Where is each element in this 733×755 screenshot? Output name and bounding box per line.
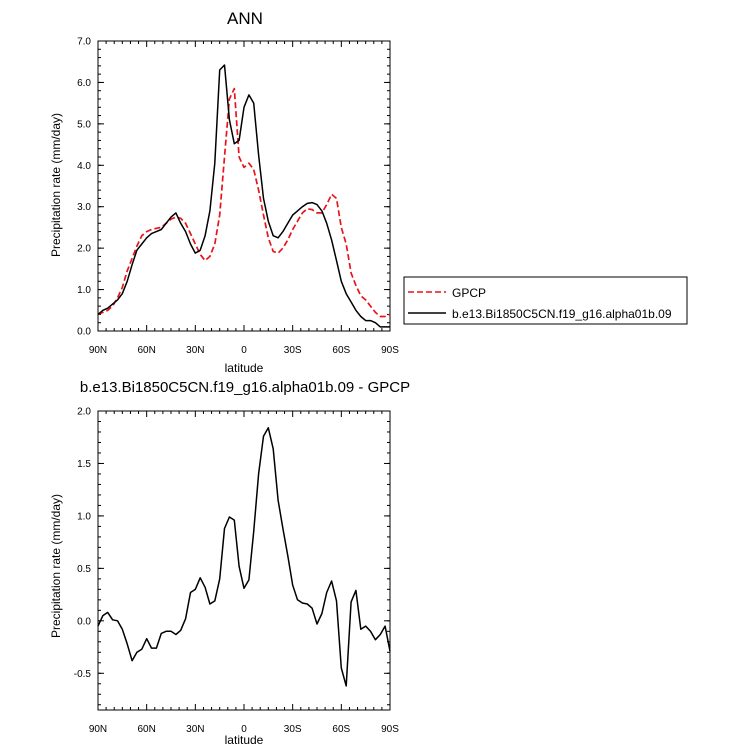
model-series-line	[97, 64, 390, 328]
panel-2-ylabel: Precipitation rate (mm/day)	[49, 494, 63, 638]
panel-2-frame	[97, 410, 391, 711]
y-tick-label: 4.0	[77, 161, 91, 172]
y-tick-label: 0.5	[77, 564, 91, 575]
panel-2-title: b.e13.Bi1850C5CN.f19_g16.alpha01b.09 - G…	[80, 379, 410, 396]
x-tick-label: 90S	[381, 724, 399, 735]
y-tick-label: 1.0	[77, 511, 91, 522]
x-tick-label: 60S	[332, 724, 350, 735]
x-tick-label: 60N	[137, 345, 155, 356]
y-tick-label: 6.0	[77, 78, 91, 89]
y-tick-label: 3.0	[77, 202, 91, 213]
gpcp-series-line	[97, 87, 391, 318]
difference-series-line	[97, 427, 391, 687]
y-tick-label: 2.0	[77, 244, 91, 255]
y-tick-label: 2.0	[77, 407, 91, 418]
legend-model-label: b.e13.Bi1850C5CN.f19_g16.alpha01b.09	[452, 307, 672, 321]
panel-1-frame	[97, 40, 391, 332]
x-tick-label: 30S	[284, 345, 302, 356]
x-tick-label: 90N	[89, 345, 107, 356]
x-tick-label: 60N	[137, 724, 155, 735]
x-tick-label: 30S	[284, 724, 302, 735]
panel-1-xlabel: latitude	[225, 361, 264, 375]
panel-2-xlabel: latitude	[225, 733, 264, 747]
plot-layer: 90N 60N 30N 0 30S 60S 90S 0.0 1.0 2.0 3.0 4.0 5.0 6.0…	[74, 37, 399, 736]
x-tick-label: 30N	[186, 345, 204, 356]
y-tick-label: 5.0	[77, 119, 91, 130]
panel-1-legend: GPCP b.e13.Bi1850C5CN.f19_g16.alpha01b.0…	[403, 276, 688, 325]
panel-1-title: ANN	[227, 9, 263, 28]
y-tick-label: 7.0	[77, 37, 91, 48]
legend-gpcp-label: GPCP	[452, 286, 486, 300]
y-tick-label: -0.5	[74, 669, 92, 680]
legend-box	[403, 276, 688, 325]
x-tick-label: 0	[241, 724, 247, 735]
x-tick-label: 60S	[332, 345, 350, 356]
y-tick-label: 1.0	[77, 285, 91, 296]
y-tick-label: 0.0	[77, 327, 91, 338]
x-tick-label: 30N	[186, 724, 204, 735]
y-tick-label: 1.5	[77, 459, 91, 470]
panel-1-ylabel: Precipitation rate (mm/day)	[49, 113, 63, 257]
y-tick-label: 0.0	[77, 616, 91, 627]
x-tick-label: 90N	[89, 724, 107, 735]
x-tick-label: 90S	[381, 345, 399, 356]
x-tick-label: 0	[241, 345, 247, 356]
